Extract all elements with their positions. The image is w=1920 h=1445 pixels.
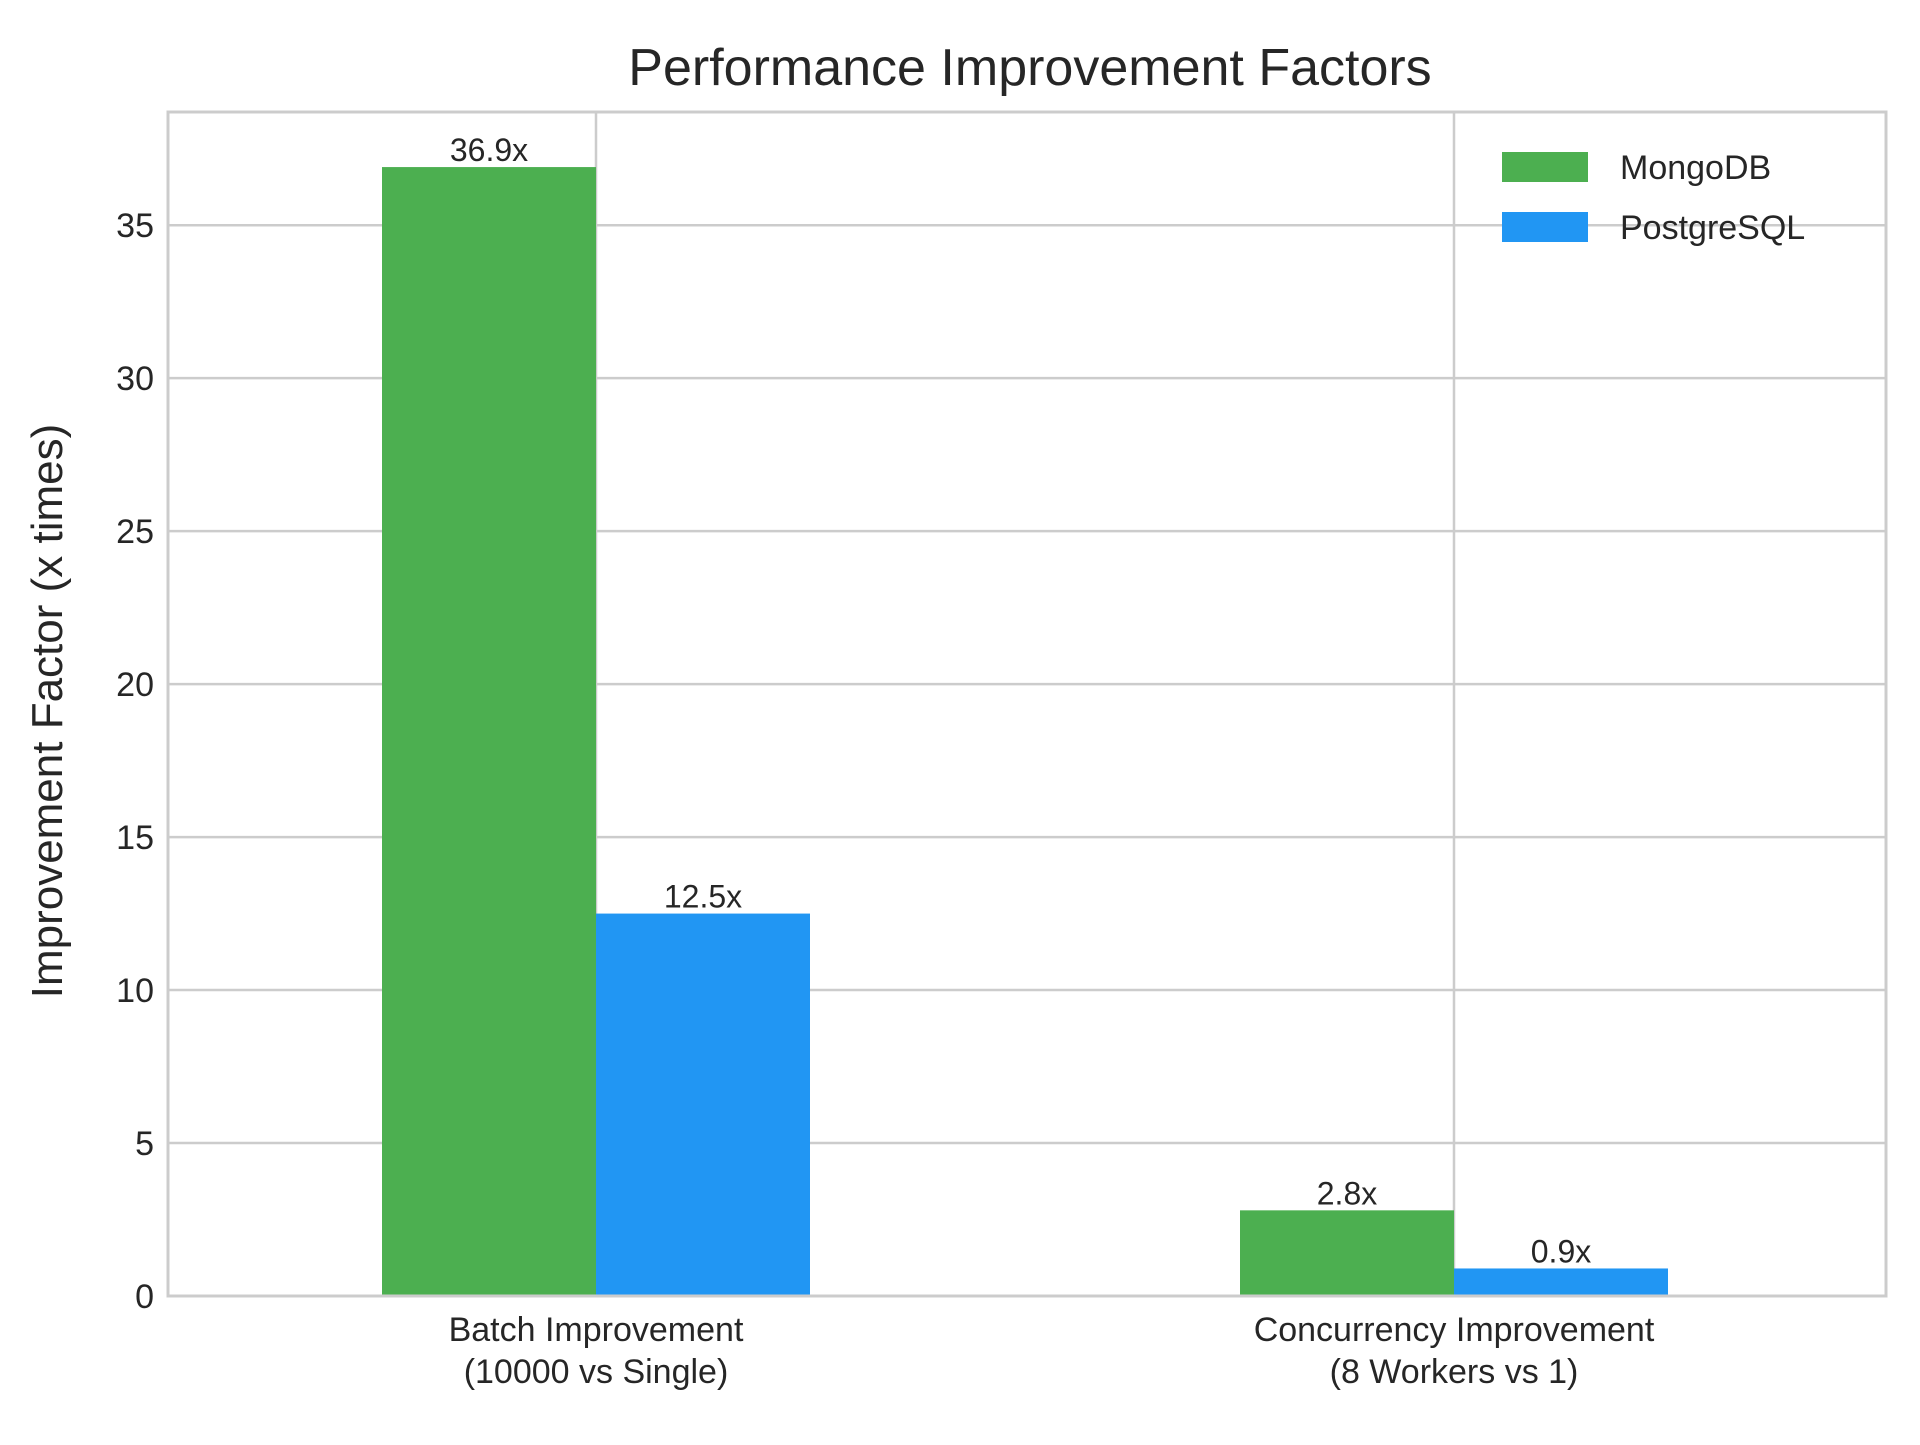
x-tick-label: Concurrency Improvement: [1254, 1311, 1655, 1349]
x-tick-label: (8 Workers vs 1): [1330, 1353, 1579, 1391]
y-tick-label: 25: [116, 513, 154, 551]
bar-value-label: 36.9x: [450, 132, 528, 168]
legend-swatch-postgresql: [1502, 212, 1588, 242]
bar-postgresql: [596, 913, 810, 1296]
chart-title: Performance Improvement Factors: [628, 39, 1431, 97]
bar-value-labels: 36.9x 2.8x 12.5x 0.9x: [450, 132, 1591, 1269]
bar-mongodb: [1240, 1210, 1454, 1296]
y-tick-label: 30: [116, 360, 154, 398]
y-tick-label: 20: [116, 666, 154, 704]
y-axis-ticks: 0 5 10 15 20 25 30 35: [116, 207, 154, 1316]
y-tick-label: 35: [116, 207, 154, 245]
legend-label-postgresql: PostgreSQL: [1620, 209, 1805, 247]
bar-value-label: 12.5x: [664, 879, 742, 915]
y-tick-label: 15: [116, 819, 154, 857]
plot-frame: [166, 110, 1888, 1298]
bar-value-label: 2.8x: [1317, 1175, 1377, 1211]
x-tick-label: (10000 vs Single): [464, 1353, 729, 1391]
bar-mongodb: [382, 167, 596, 1296]
legend-swatch-mongodb: [1502, 152, 1588, 182]
y-tick-label: 5: [135, 1125, 154, 1163]
x-axis-ticks: Batch Improvement (10000 vs Single) Concur…: [449, 1311, 1655, 1391]
legend: MongoDB PostgreSQL: [1502, 149, 1805, 247]
y-axis-label: Improvement Factor (x times): [23, 424, 72, 999]
bars: [382, 167, 1668, 1296]
bar-postgresql: [1454, 1268, 1668, 1296]
y-tick-label: 0: [135, 1278, 154, 1316]
x-tick-label: Batch Improvement: [449, 1311, 744, 1349]
y-tick-label: 10: [116, 972, 154, 1010]
legend-label-mongodb: MongoDB: [1620, 149, 1771, 187]
bar-value-label: 0.9x: [1531, 1233, 1591, 1269]
